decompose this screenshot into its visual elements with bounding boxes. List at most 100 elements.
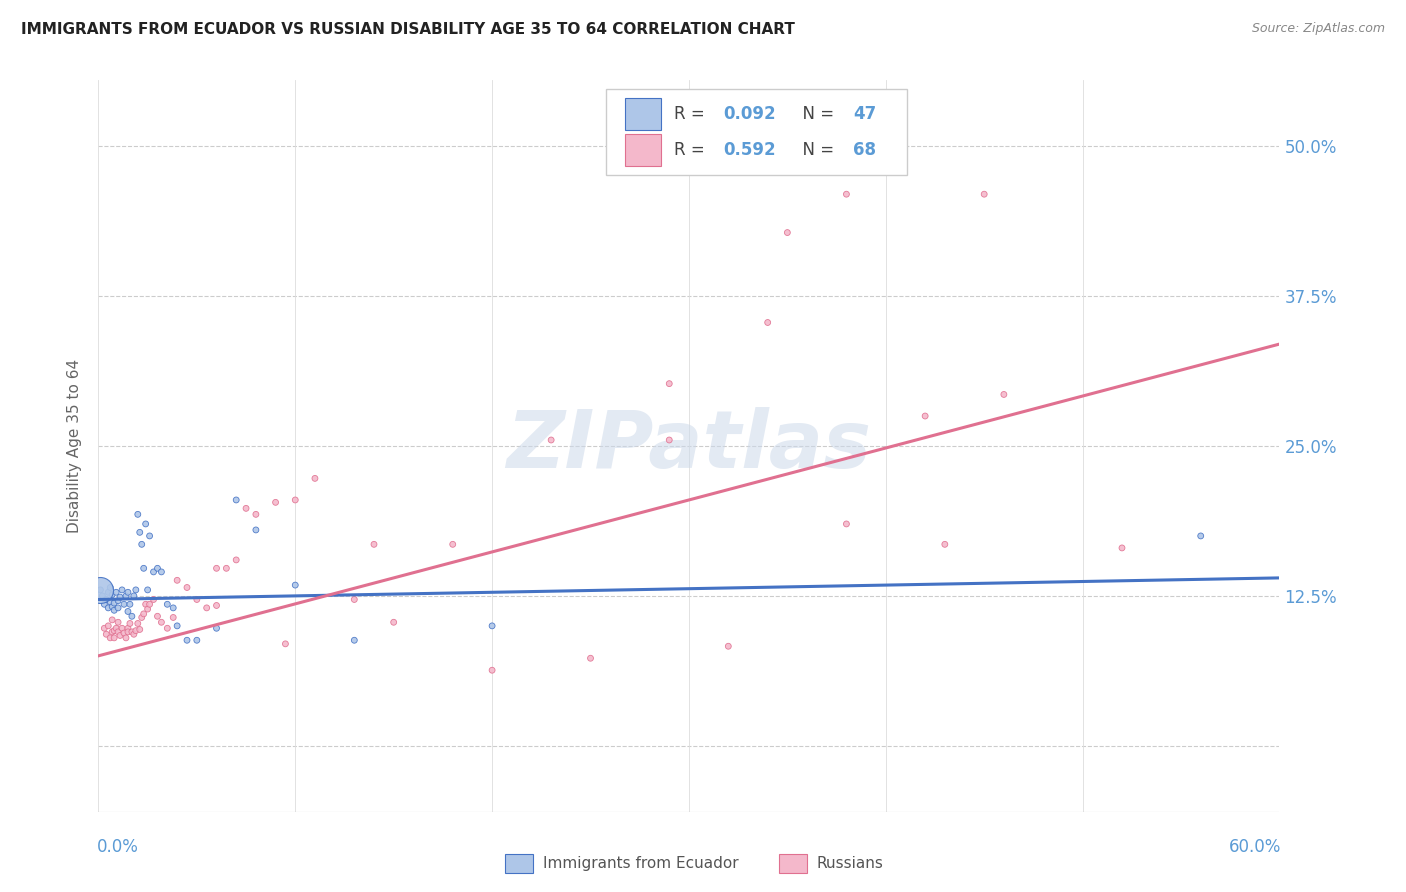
Text: 60.0%: 60.0% (1229, 838, 1281, 856)
Point (225, 492, 247, 507)
Point (150, 615, 173, 630)
Point (176, 633, 198, 648)
Point (122, 589, 145, 603)
Point (108, 628, 131, 642)
Point (115, 589, 138, 603)
FancyBboxPatch shape (626, 135, 661, 167)
Point (127, 616, 149, 631)
Point (205, 621, 228, 635)
Text: 0.0%: 0.0% (97, 838, 138, 856)
Text: Russians: Russians (817, 856, 884, 871)
Point (274, 637, 297, 651)
Point (304, 471, 326, 485)
Point (101, 624, 124, 639)
Point (481, 663, 503, 677)
Point (128, 623, 150, 637)
Point (98, 581, 121, 595)
Point (132, 607, 155, 621)
Point (776, 226, 799, 240)
Point (115, 631, 138, 645)
Point (195, 600, 218, 615)
Point (717, 639, 740, 653)
Text: R =: R = (673, 105, 710, 123)
Point (107, 615, 129, 630)
FancyBboxPatch shape (626, 98, 661, 130)
Point (993, 387, 1015, 401)
Point (93, 597, 115, 611)
Text: 68: 68 (853, 141, 876, 160)
Point (658, 145, 681, 160)
Point (146, 609, 169, 624)
Point (146, 561, 169, 575)
Point (156, 597, 179, 611)
Point (142, 565, 165, 579)
Text: N =: N = (792, 141, 839, 160)
Point (245, 523, 267, 537)
Point (215, 561, 238, 575)
Point (162, 610, 184, 624)
Point (111, 621, 134, 635)
Point (205, 599, 228, 613)
Point (135, 516, 157, 531)
Point (934, 537, 956, 551)
Point (117, 605, 139, 619)
Point (131, 537, 153, 551)
Point (138, 529, 160, 543)
Text: 0.592: 0.592 (723, 141, 776, 160)
Point (127, 508, 149, 522)
Point (162, 600, 184, 615)
Point (156, 621, 179, 635)
Point (103, 624, 125, 638)
Point (166, 574, 188, 588)
Text: ZIPatlas: ZIPatlas (506, 407, 872, 485)
Point (96, 592, 118, 607)
Point (122, 627, 145, 641)
Point (343, 592, 366, 607)
Point (93, 621, 115, 635)
Point (579, 651, 602, 665)
Point (117, 585, 139, 599)
Point (166, 619, 188, 633)
Point (835, 187, 858, 202)
Text: 0.092: 0.092 (723, 105, 776, 123)
Point (101, 599, 124, 614)
Point (441, 537, 464, 551)
Point (284, 492, 307, 507)
FancyBboxPatch shape (505, 854, 533, 873)
Point (103, 603, 125, 617)
Point (97, 585, 120, 599)
Point (101, 613, 124, 627)
FancyBboxPatch shape (606, 89, 907, 176)
Point (101, 588, 124, 602)
Point (658, 376, 681, 391)
Point (96, 627, 118, 641)
Point (205, 561, 228, 575)
Point (103, 596, 125, 610)
Point (98, 631, 121, 645)
Point (91, 589, 114, 603)
Text: IMMIGRANTS FROM ECUADOR VS RUSSIAN DISABILITY AGE 35 TO 64 CORRELATION CHART: IMMIGRANTS FROM ECUADOR VS RUSSIAN DISAB… (21, 22, 794, 37)
Text: 47: 47 (853, 105, 876, 123)
Point (135, 597, 157, 611)
FancyBboxPatch shape (779, 854, 807, 873)
Point (186, 633, 208, 648)
Point (121, 624, 143, 639)
Point (540, 433, 562, 447)
Point (382, 615, 405, 630)
Point (363, 537, 385, 551)
Point (150, 565, 173, 579)
Point (284, 578, 307, 592)
Point (835, 516, 858, 531)
Point (103, 631, 125, 645)
Text: Source: ZipAtlas.com: Source: ZipAtlas.com (1251, 22, 1385, 36)
Point (235, 501, 257, 516)
Point (98, 595, 121, 609)
Point (117, 624, 139, 639)
Point (107, 624, 129, 639)
Point (914, 409, 936, 423)
Point (264, 495, 287, 509)
Point (105, 621, 128, 635)
Point (131, 610, 153, 624)
Point (107, 593, 129, 607)
Point (973, 187, 995, 202)
